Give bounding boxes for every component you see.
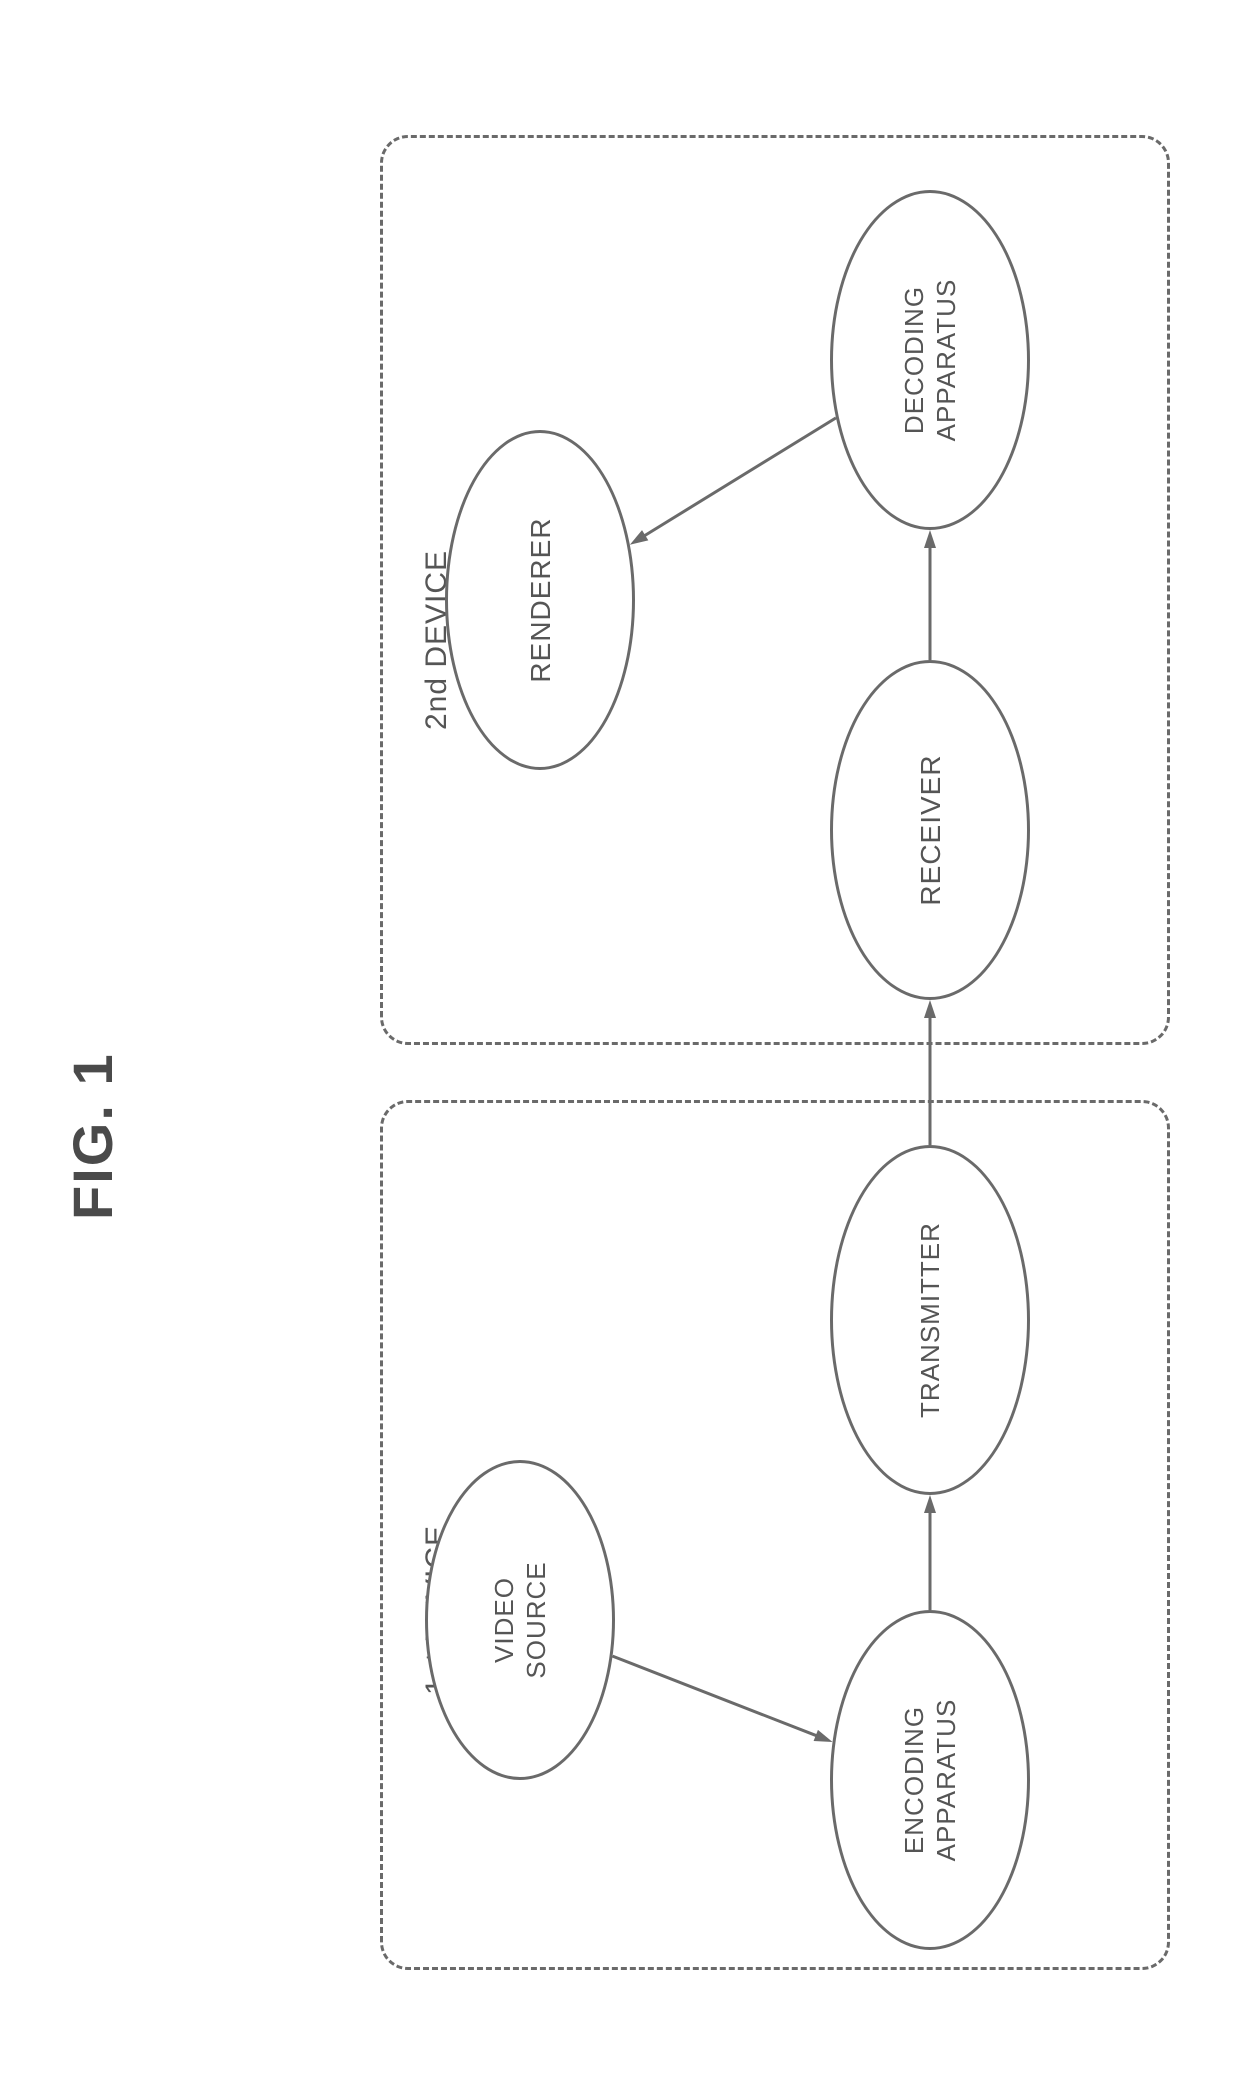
node-transmitter: TRANSMITTER xyxy=(830,1145,1030,1495)
node-receiver: RECEIVER xyxy=(830,660,1030,1000)
node-decoding: DECODINGAPPARATUS xyxy=(830,190,1030,530)
diagram-canvas: FIG. 1 1st DEVICE2nd DEVICEVIDEOSOURCEEN… xyxy=(0,0,1240,2100)
node-renderer: RENDERER xyxy=(445,430,635,770)
node-video_source: VIDEOSOURCE xyxy=(425,1460,615,1780)
figure-title: FIG. 1 xyxy=(60,1052,125,1220)
node-encoding: ENCODINGAPPARATUS xyxy=(830,1610,1030,1950)
